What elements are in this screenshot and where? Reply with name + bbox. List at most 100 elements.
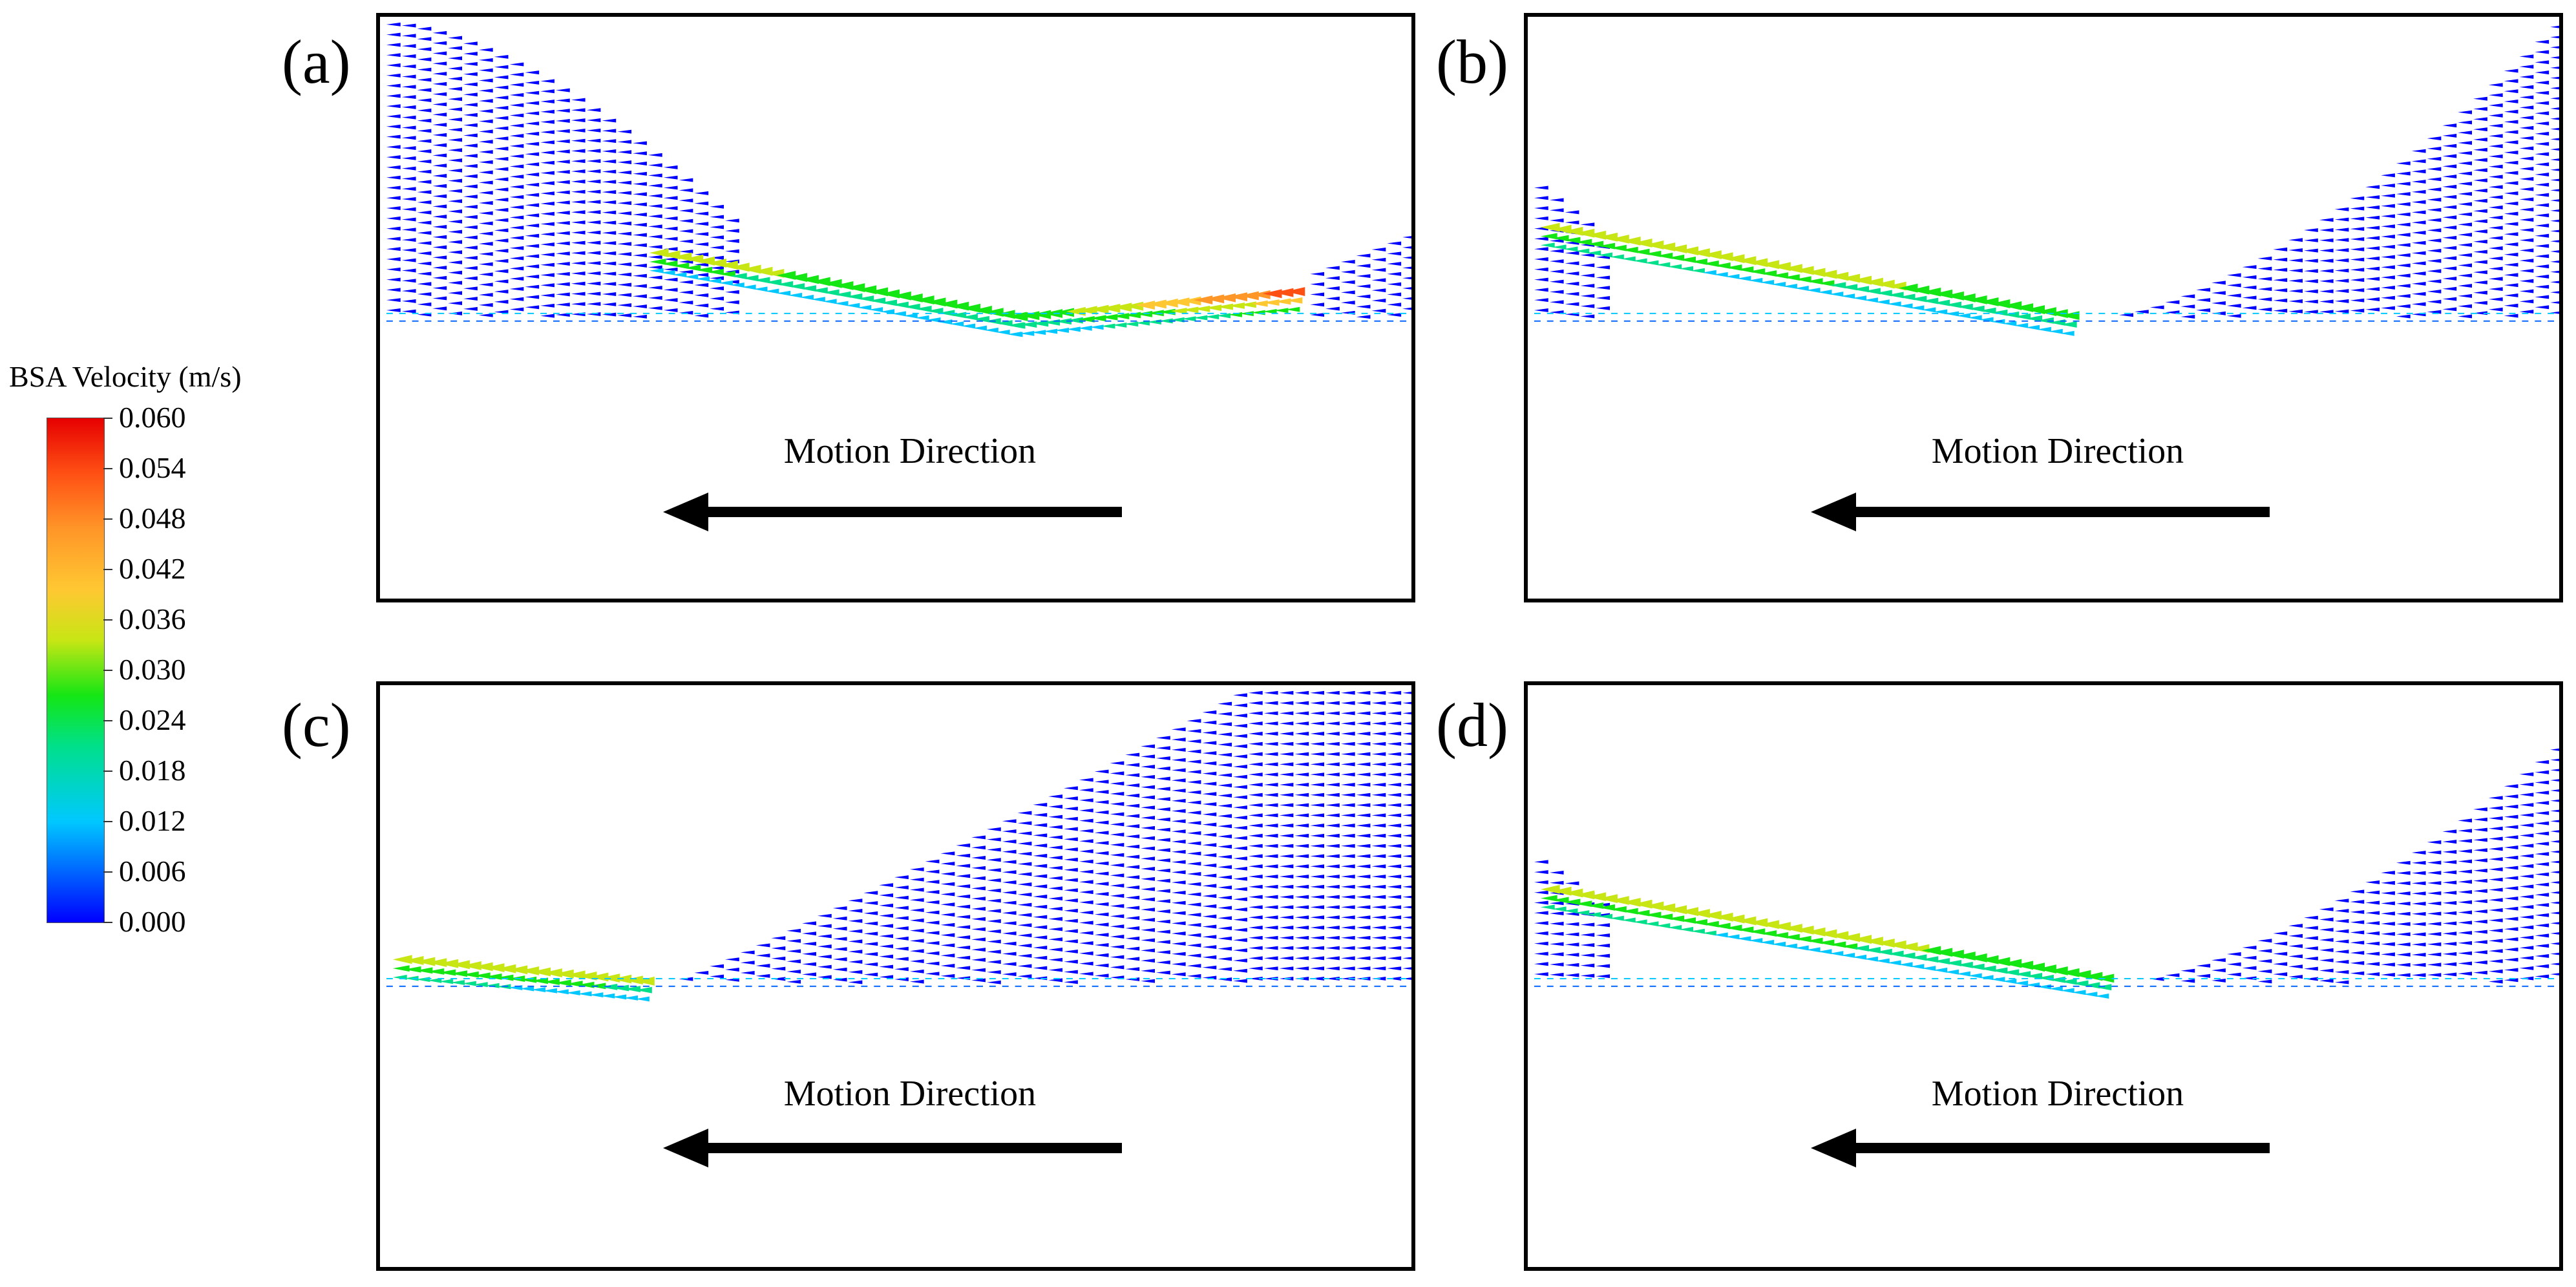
velocity-vector-fast [1760,270,1777,277]
velocity-vector-bulk [710,204,724,209]
velocity-vector-fast [995,329,1010,335]
velocity-vector-bulk [448,199,463,204]
velocity-vector-bulk [2365,205,2380,209]
velocity-vector-fast [450,970,467,977]
velocity-vector-bulk [2473,909,2487,913]
velocity-vector-bulk [2473,889,2487,893]
velocity-vector-bulk [2488,867,2503,871]
velocity-vector-bulk [2550,189,2559,192]
velocity-vector-bulk [986,878,1001,882]
velocity-vector-bulk [2350,920,2365,924]
velocity-vector-bulk [2519,228,2534,232]
velocity-vector-bulk [1218,783,1232,787]
velocity-vector-fast [1829,951,1844,957]
velocity-vector-bulk [2535,233,2550,238]
velocity-vector-fast [973,315,989,323]
velocity-field-d [1534,748,2559,999]
velocity-vector-bulk [478,201,493,205]
velocity-vector-bulk [971,856,986,860]
velocity-vector-bulk [1094,902,1109,906]
velocity-vector-bulk [2288,924,2303,928]
velocity-vector-bulk [1534,900,1548,905]
velocity-vector-bulk [1048,937,1063,942]
panel-c: Motion Direction [376,681,1415,1271]
velocity-vector-bulk [2473,290,2487,295]
velocity-vector-bulk [2381,911,2395,916]
velocity-vector-bulk [478,160,493,164]
velocity-vector-bulk [478,313,493,317]
velocity-vector-bulk [2196,308,2211,312]
velocity-vector-bulk [1017,831,1032,836]
velocity-vector-bulk [2442,307,2457,312]
velocity-vector-bulk [509,246,524,250]
velocity-vector-bulk [2288,309,2303,314]
velocity-vector-bulk [2550,117,2559,120]
velocity-vector-bulk [2334,228,2349,232]
velocity-vector-bulk [2427,881,2442,886]
velocity-vector-bulk [1549,300,1564,304]
velocity-vector-bulk [1356,926,1371,930]
velocity-vector-bulk [2442,891,2457,895]
velocity-vector-bulk [432,235,447,239]
velocity-vector-bulk [1294,824,1309,828]
velocity-vector-fast [2014,313,2031,320]
velocity-vector-bulk [2411,271,2426,276]
velocity-vector-fast [520,986,534,992]
velocity-vector-bulk [401,279,416,283]
colorbar-tick [103,518,112,520]
velocity-vector-bulk [1248,844,1263,848]
velocity-vector-bulk [2381,184,2395,188]
velocity-vector-bulk [1171,921,1186,926]
velocity-vector-bulk [971,937,986,942]
velocity-vector-bulk [633,162,647,165]
velocity-vector-bulk [2350,257,2365,262]
velocity-vector-bulk [879,903,894,908]
velocity-vector-bulk [1202,782,1217,786]
velocity-vector-bulk [1110,853,1124,857]
velocity-vector-bulk [1596,943,1610,948]
velocity-vector-fast [1702,260,1719,267]
velocity-vector-bulk [1534,972,1548,976]
velocity-vector-bulk [724,957,739,962]
velocity-vector-bulk [401,197,416,201]
velocity-vector-bulk [2504,947,2518,952]
velocity-vector-bulk [432,174,447,178]
velocity-vector-fast [1112,322,1127,328]
velocity-vector-bulk [1310,690,1325,695]
velocity-vector-bulk [2319,979,2334,983]
velocity-vector-bulk [2226,972,2241,977]
velocity-vector-bulk [448,260,463,264]
velocity-vector-bulk [2334,238,2349,242]
velocity-vector-bulk [1356,264,1371,268]
velocity-vector-bulk [417,261,432,266]
velocity-vector-bulk [2381,285,2395,290]
velocity-vector-bulk [1202,914,1217,919]
velocity-vector-bulk [1387,741,1402,746]
velocity-vector-bulk [1387,915,1402,920]
velocity-vector-bulk [478,211,493,215]
velocity-vector-bulk [1310,772,1325,777]
velocity-vector-fast [439,959,459,968]
velocity-vector-bulk [2442,840,2457,844]
velocity-vector-bulk [2442,164,2457,169]
velocity-vector-bulk [1310,271,1325,276]
velocity-vector-fast [1632,909,1650,917]
velocity-vector-fast [531,987,546,993]
velocity-vector-bulk [2365,941,2380,946]
velocity-vector-bulk [1248,701,1263,705]
velocity-vector-bulk [1294,844,1309,848]
velocity-vector-bulk [2396,212,2411,217]
velocity-vector-bulk [478,68,493,72]
velocity-vector-bulk [1202,792,1217,796]
velocity-vector-bulk [1202,771,1217,776]
velocity-vector-bulk [879,924,894,928]
velocity-vector-bulk [1371,257,1386,262]
velocity-vector-bulk [2334,207,2349,211]
velocity-vector-bulk [1263,813,1278,818]
velocity-vector-bulk [1048,897,1063,900]
velocity-vector-bulk [540,109,554,114]
velocity-vector-bulk [1534,308,1548,312]
velocity-vector-fast [1794,935,1811,942]
velocity-vector-bulk [2519,248,2534,253]
velocity-vector-bulk [555,220,570,225]
